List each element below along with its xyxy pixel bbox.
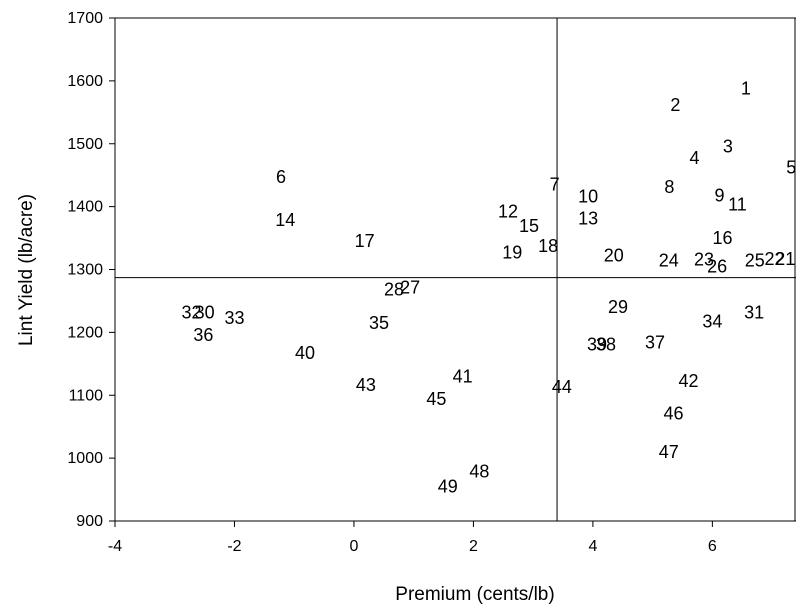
x-tick-label: 4 (588, 538, 597, 555)
point-label: 20 (604, 246, 624, 266)
point-label: 42 (678, 371, 698, 391)
x-axis-ticks: -4 -2 0 2 4 6 (108, 521, 717, 555)
reference-lines (115, 18, 796, 521)
point-label: 25 (745, 251, 765, 271)
point-label: 9 (715, 185, 725, 205)
point-label: 28 (384, 280, 404, 300)
point-label: 48 (469, 461, 489, 481)
plot-area (115, 18, 796, 521)
point-label: 22 (764, 249, 784, 269)
point-label: 34 (702, 312, 722, 332)
point-label: 35 (369, 313, 389, 333)
point-label: 36 (193, 325, 213, 345)
point-label: 6 (276, 167, 286, 187)
point-label: 18 (538, 236, 558, 256)
y-axis-label: Lint Yield (lb/acre) (16, 194, 37, 346)
point-label: 33 (224, 308, 244, 328)
y-axis-ticks: 900 1000 1100 1200 1300 1400 1500 1600 1700 (67, 10, 115, 530)
point-label: 30 (195, 302, 215, 322)
point-label: 45 (426, 389, 446, 409)
point-label: 11 (728, 195, 747, 215)
point-label: 14 (275, 210, 295, 230)
point-label: 17 (355, 231, 375, 251)
point-label: 37 (645, 332, 665, 352)
point-label: 49 (438, 476, 458, 496)
y-tick-label: 1600 (67, 73, 103, 90)
point-label: 47 (659, 442, 679, 462)
point-label: 15 (519, 216, 539, 236)
point-label: 38 (596, 334, 616, 354)
y-tick-label: 1400 (67, 199, 103, 216)
x-tick-label: -2 (227, 538, 241, 555)
point-label: 12 (498, 202, 518, 222)
x-tick-label: 6 (708, 538, 717, 555)
point-label: 46 (664, 403, 684, 423)
point-label: 39 (587, 334, 607, 354)
x-axis-label: Premium (cents/lb) (395, 584, 554, 605)
point-label: 41 (453, 366, 473, 386)
point-label: 7 (550, 175, 560, 195)
point-label: 23 (694, 249, 714, 269)
point-label: 40 (295, 343, 315, 363)
point-label: 16 (713, 228, 733, 248)
point-label: 24 (659, 251, 679, 271)
y-tick-label: 1300 (67, 262, 103, 279)
point-label: 44 (552, 377, 572, 397)
point-label: 27 (400, 278, 420, 298)
point-label: 10 (578, 187, 598, 207)
x-tick-label: 2 (469, 538, 478, 555)
point-label: 26 (707, 256, 727, 276)
point-label: 32 (181, 302, 201, 322)
point-label: 29 (608, 297, 628, 317)
y-tick-label: 1100 (69, 387, 104, 404)
point-label: 5 (786, 158, 796, 178)
y-tick-label: 1000 (67, 450, 103, 467)
point-label: 3 (723, 136, 733, 156)
point-label: 13 (578, 209, 598, 229)
y-tick-label: 1700 (67, 10, 103, 27)
x-tick-label: -4 (108, 538, 122, 555)
y-tick-label: 900 (76, 513, 103, 530)
y-tick-label: 1200 (67, 324, 103, 341)
point-label: 8 (664, 177, 674, 197)
point-label: 2 (670, 95, 680, 115)
point-label: 43 (356, 375, 376, 395)
x-tick-label: 0 (349, 538, 358, 555)
point-label: 19 (502, 243, 522, 263)
y-tick-label: 1500 (67, 136, 103, 153)
point-label: 1 (741, 78, 751, 98)
point-label: 4 (689, 148, 699, 168)
point-label: 21 (775, 249, 795, 269)
point-label: 31 (744, 302, 764, 322)
